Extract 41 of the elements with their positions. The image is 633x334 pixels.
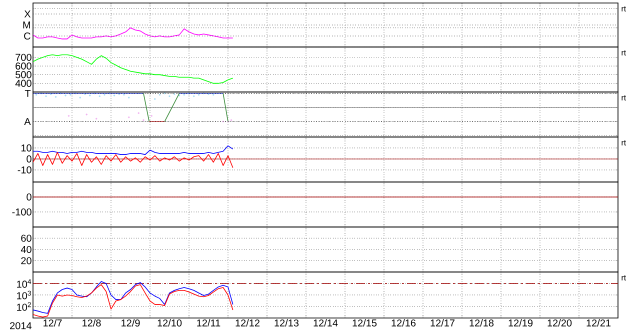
x-tick-label: 12/13 [274, 319, 299, 327]
text: rt [622, 275, 626, 280]
text: A [24, 118, 31, 125]
x-tick-label: 12/16 [392, 319, 416, 327]
y-tick-label: 10$^{4}$ [17, 279, 32, 288]
x-tick-label: 12/10 [158, 319, 182, 327]
x-tick-label: 12/8 [82, 319, 101, 327]
x-tick-label: 12/14 [314, 319, 338, 327]
y-tick-label: 10 [21, 144, 32, 152]
y-tick-label: 500 [16, 71, 32, 78]
x-tick-label: 12/18 [470, 319, 494, 327]
x-tick-label: 12/11 [197, 319, 220, 327]
text: rt [622, 140, 626, 146]
x-tick-label: 12/7 [44, 319, 62, 327]
y-tick-label: 20 [21, 257, 32, 264]
text: rt [622, 95, 626, 100]
y-tick-label: 700 [16, 54, 32, 61]
y-tick-label: 60 [21, 234, 32, 242]
x-tick-label: 12/15 [352, 319, 377, 327]
x-axis-title: 2014 [10, 322, 32, 330]
text: X [24, 10, 31, 18]
text: rt [622, 50, 626, 56]
x-tick-label: 12/9 [122, 319, 140, 327]
x-tick-label: 12/12 [236, 319, 260, 327]
x-tick-label: 12/17 [430, 319, 455, 327]
text: M [23, 22, 30, 28]
y-tick-label: -10 [18, 166, 32, 174]
x-tick-label: 12/19 [508, 319, 533, 327]
y-tick-label: 0 [26, 193, 32, 201]
x-tick-label: 12/20 [548, 319, 572, 327]
y-tick-label: 10$^{2}$ [17, 302, 31, 311]
y-tick-label: 600 [16, 62, 32, 70]
y-tick-label: 0 [26, 155, 32, 162]
text: rt [622, 6, 626, 12]
y-tick-label: 40 [20, 246, 32, 254]
y-tick-label: -100 [12, 208, 32, 216]
x-tick-label: 12/21 [586, 319, 611, 327]
text: T [24, 90, 31, 97]
text: C [24, 32, 30, 40]
y-tick-label: 400 [15, 80, 32, 87]
y-tick-label: 10$^{3}$ [17, 290, 31, 300]
